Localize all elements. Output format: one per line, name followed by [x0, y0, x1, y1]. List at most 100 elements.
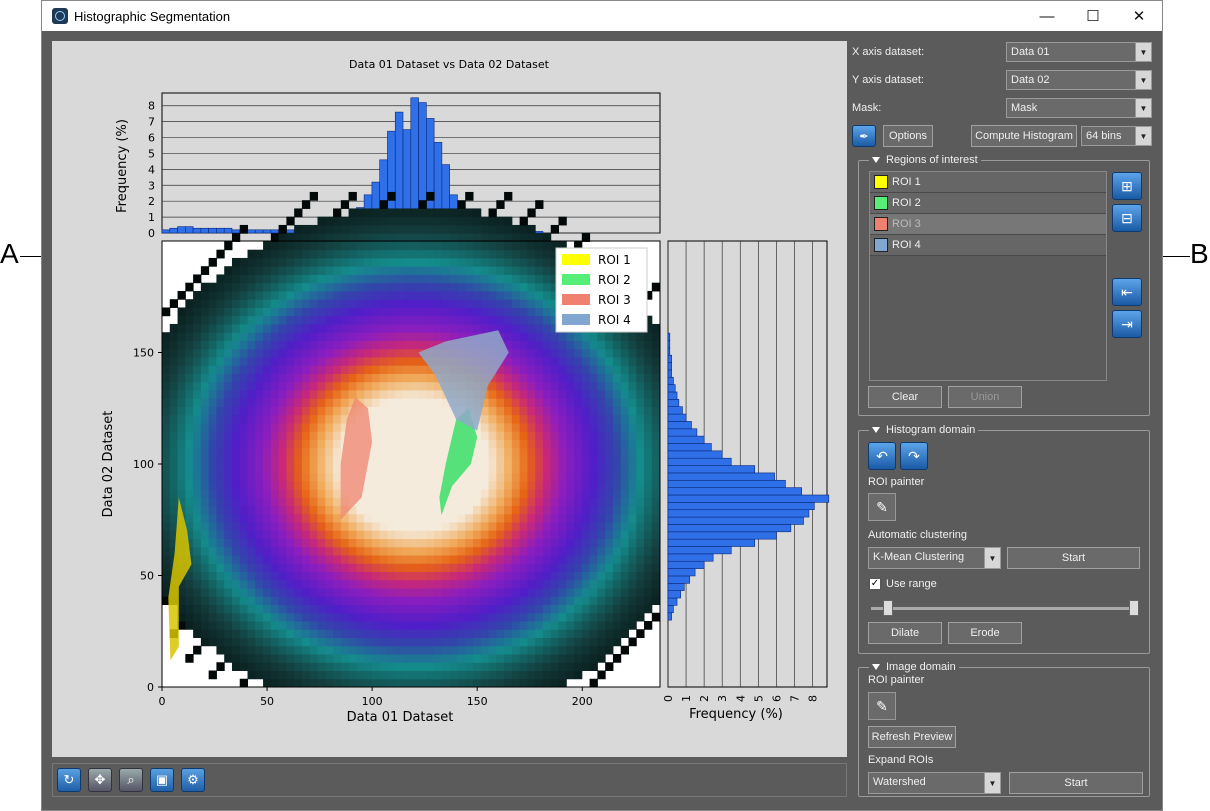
- heatmap-cell: [558, 662, 567, 671]
- histogram-plot[interactable]: Data 01 Dataset vs Data 02 Dataset 01234…: [52, 41, 847, 757]
- collapse-icon[interactable]: [872, 664, 880, 671]
- collapse-icon[interactable]: [872, 427, 880, 434]
- heatmap-cell: [472, 472, 482, 482]
- heatmap-cell: [224, 563, 233, 572]
- heatmap-cell: [387, 257, 396, 267]
- density-heatmap[interactable]: [162, 191, 661, 688]
- minimize-button[interactable]: —: [1039, 7, 1055, 25]
- heatmap-cell: [628, 340, 637, 350]
- roi-item[interactable]: ROI 3: [870, 214, 1106, 235]
- heatmap-cell: [527, 513, 536, 523]
- roi-color-swatch[interactable]: [874, 175, 888, 189]
- brush-icon[interactable]: ✎: [868, 692, 896, 720]
- heatmap-cell: [387, 307, 396, 317]
- heatmap-cell: [348, 505, 357, 515]
- settings-icon[interactable]: ⚙: [181, 768, 205, 792]
- heatmap-cell: [294, 323, 303, 333]
- clustering-select[interactable]: K-Mean Clustering ▼: [868, 547, 1001, 569]
- heatmap-cell: [644, 447, 653, 457]
- heatmap-cell: [231, 373, 241, 383]
- heatmap-cell: [496, 282, 505, 292]
- heatmap-cell: [434, 554, 443, 564]
- save-icon[interactable]: ▣: [150, 768, 174, 792]
- heatmap-cell: [224, 579, 233, 589]
- heatmap-cell: [278, 563, 287, 572]
- roi-list[interactable]: ROI 1 ROI 2 ROI 3 ROI 4: [869, 171, 1107, 381]
- heatmap-cell: [278, 530, 287, 539]
- heatmap-cell: [185, 579, 194, 589]
- collapse-icon[interactable]: [872, 157, 880, 164]
- bins-select[interactable]: 64 bins ▼: [1081, 126, 1152, 146]
- heatmap-cell: [340, 422, 350, 432]
- expand-start-button[interactable]: Start: [1009, 772, 1143, 794]
- pan-icon[interactable]: ✥: [88, 768, 112, 792]
- brush-icon[interactable]: ✎: [868, 493, 896, 521]
- roi-color-swatch[interactable]: [874, 238, 888, 252]
- heatmap-cell: [224, 645, 233, 655]
- heatmap-cell: [356, 629, 365, 638]
- redo-icon[interactable]: ↷: [900, 442, 928, 470]
- heatmap-cell: [224, 538, 233, 548]
- close-button[interactable]: ✕: [1132, 8, 1146, 25]
- pin-icon[interactable]: ✒: [852, 125, 876, 147]
- y-axis-select[interactable]: Data 02 ▼: [1006, 70, 1152, 90]
- heatmap-cell: [208, 596, 217, 605]
- heatmap-cell: [162, 530, 171, 539]
- heatmap-cell: [519, 299, 528, 308]
- heatmap-cell: [465, 678, 474, 688]
- heatmap-cell: [449, 216, 458, 226]
- use-range-checkbox[interactable]: ✓: [869, 578, 881, 590]
- heatmap-cell: [465, 554, 474, 564]
- x-axis-select[interactable]: Data 01 ▼: [1006, 42, 1152, 62]
- range-slider-track[interactable]: [871, 607, 1139, 610]
- clear-button[interactable]: Clear: [868, 386, 942, 408]
- cluster-start-button[interactable]: Start: [1007, 547, 1140, 569]
- refresh-preview-button[interactable]: Refresh Preview: [868, 726, 956, 748]
- heatmap-cell: [200, 521, 210, 531]
- heatmap-cell: [457, 670, 466, 680]
- heatmap-cell: [628, 579, 637, 589]
- heatmap-cell: [200, 612, 210, 622]
- zoom-icon[interactable]: ⌕: [119, 768, 143, 792]
- heatmap-cell: [231, 381, 241, 391]
- add-roi-icon[interactable]: ⊞: [1112, 172, 1142, 200]
- compute-histogram-button[interactable]: Compute Histogram: [971, 125, 1077, 147]
- heatmap-cell: [270, 348, 280, 358]
- expand-method-select[interactable]: Watershed ▼: [868, 772, 1001, 794]
- range-slider-max-handle[interactable]: [1129, 600, 1139, 616]
- heatmap-cell: [480, 290, 490, 300]
- mask-select[interactable]: Mask ▼: [1006, 98, 1152, 118]
- undo-icon[interactable]: ↶: [868, 442, 896, 470]
- import-roi-icon[interactable]: ⇤: [1112, 278, 1142, 306]
- roi-item[interactable]: ROI 2: [870, 193, 1106, 214]
- roi-item[interactable]: ROI 4: [870, 235, 1106, 256]
- range-slider-min-handle[interactable]: [883, 600, 893, 616]
- heatmap-cell: [574, 406, 583, 416]
- roi-color-swatch[interactable]: [874, 217, 888, 231]
- heatmap-cell: [612, 620, 622, 630]
- heatmap-cell: [270, 332, 280, 341]
- right-hist-xtick: 2: [698, 695, 711, 702]
- heatmap-cell: [208, 257, 217, 267]
- remove-roi-icon[interactable]: ⊟: [1112, 204, 1142, 232]
- options-button[interactable]: Options: [883, 125, 933, 147]
- export-roi-icon[interactable]: ⇥: [1112, 310, 1142, 338]
- heatmap-cell: [270, 340, 280, 350]
- heatmap-cell: [612, 356, 622, 366]
- reset-view-icon[interactable]: ↻: [57, 768, 81, 792]
- heatmap-cell: [581, 530, 591, 539]
- roi-color-swatch[interactable]: [874, 196, 888, 210]
- dilate-button[interactable]: Dilate: [868, 622, 942, 644]
- heatmap-cell: [403, 233, 412, 242]
- maximize-button[interactable]: ☐: [1086, 8, 1100, 25]
- erode-button[interactable]: Erode: [948, 622, 1022, 644]
- heatmap-cell: [348, 249, 357, 259]
- heatmap-cell: [465, 299, 474, 308]
- heatmap-cell: [527, 571, 536, 581]
- union-button[interactable]: Union: [948, 386, 1022, 408]
- right-hist-bar: [667, 494, 830, 503]
- roi-item[interactable]: ROI 1: [870, 172, 1106, 193]
- heatmap-cell: [504, 637, 513, 647]
- heatmap-cell: [620, 563, 629, 572]
